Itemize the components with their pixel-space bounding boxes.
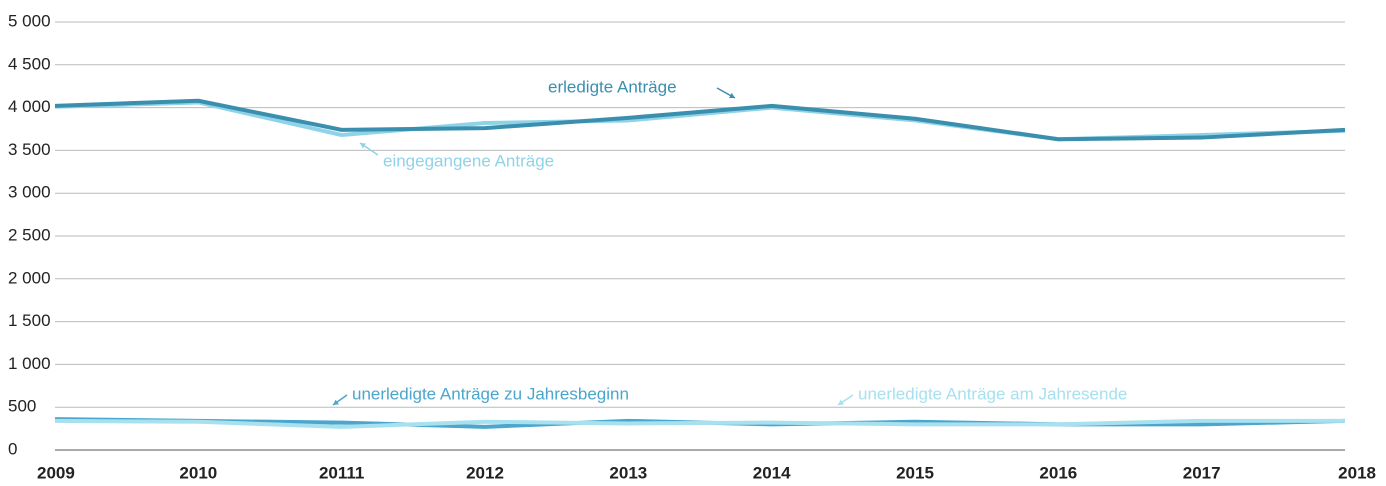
y-tick-label: 0 xyxy=(8,439,17,458)
series-label: erledigte Anträge xyxy=(548,77,677,96)
arrow-head xyxy=(360,143,366,149)
series-label: eingegangene Anträge xyxy=(383,151,554,170)
series-label: unerledigte Anträge am Jahresende xyxy=(858,384,1127,403)
arrow-head xyxy=(333,399,339,405)
x-tick-label: 2010 xyxy=(179,463,217,482)
x-tick-label: 2014 xyxy=(753,463,791,482)
x-tick-label: 2015 xyxy=(896,463,934,482)
y-tick-label: 1 000 xyxy=(8,354,51,373)
y-tick-label: 4 000 xyxy=(8,97,51,116)
x-tick-label: 2013 xyxy=(609,463,647,482)
y-tick-label: 3 000 xyxy=(8,183,51,202)
label-bg xyxy=(330,384,633,404)
x-tick-label: 2012 xyxy=(466,463,504,482)
label-bg xyxy=(836,384,1132,404)
series-line xyxy=(54,98,1346,142)
y-tick-label: 2 500 xyxy=(8,225,51,244)
x-tick-label: 20111 xyxy=(319,463,364,482)
y-tick-label: 500 xyxy=(8,397,36,416)
y-tick-label: 1 500 xyxy=(8,311,51,330)
y-tick-label: 4 500 xyxy=(8,54,51,73)
x-tick-label: 2016 xyxy=(1039,463,1077,482)
y-tick-label: 5 000 xyxy=(8,11,51,30)
x-tick-label: 2009 xyxy=(37,463,75,482)
x-tick-label: 2018 xyxy=(1338,463,1376,482)
series-label: unerledigte Anträge zu Jahresbeginn xyxy=(352,384,629,403)
arrow-head xyxy=(729,92,735,98)
y-tick-label: 3 500 xyxy=(8,140,51,159)
series-line xyxy=(54,418,1345,429)
arrow-head xyxy=(838,399,844,405)
x-tick-label: 2017 xyxy=(1183,463,1221,482)
y-tick-label: 2 000 xyxy=(8,268,51,287)
